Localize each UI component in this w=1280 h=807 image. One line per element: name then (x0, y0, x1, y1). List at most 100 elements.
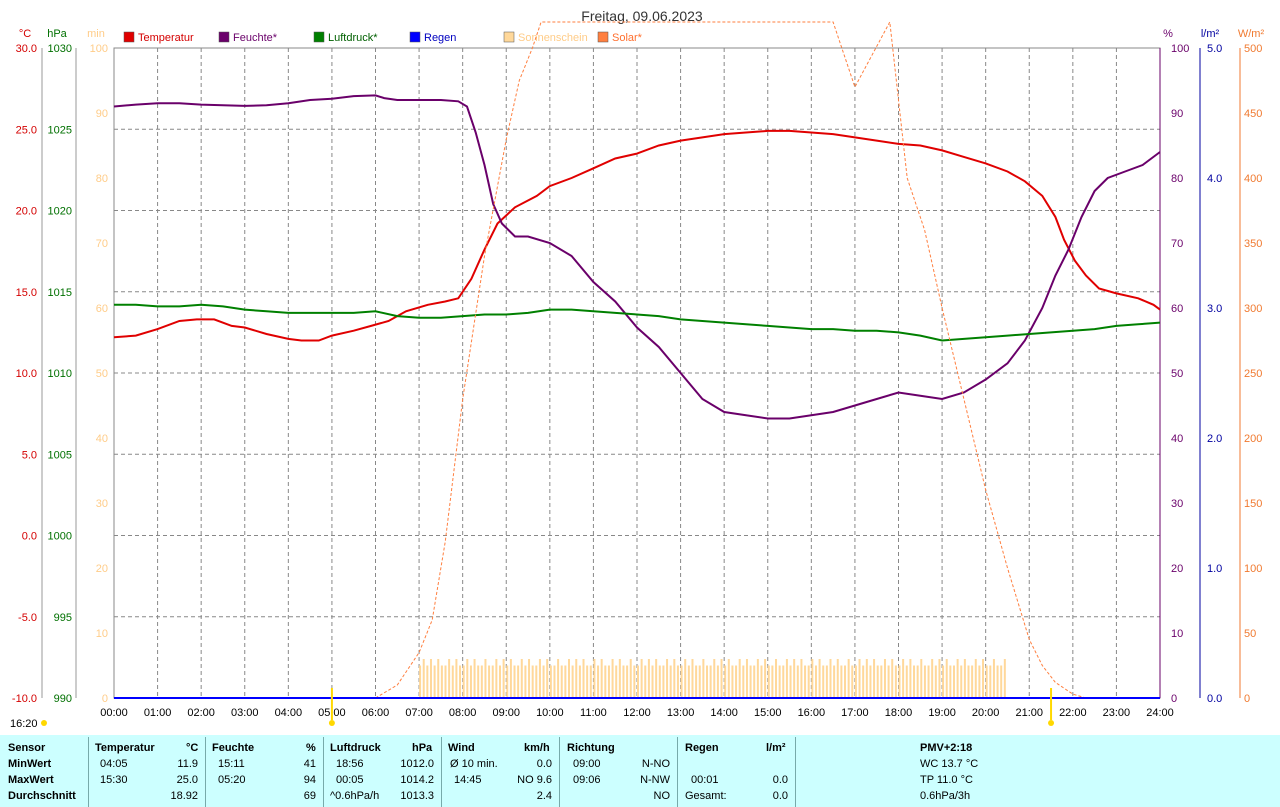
solar-tick: 250 (1244, 368, 1262, 380)
sunshine-bar (974, 659, 977, 698)
sunshine-bar (945, 659, 948, 698)
rain-r3-label: Gesamt: (685, 790, 727, 802)
sunshine-bar (902, 659, 905, 698)
sunshine-bar (829, 659, 832, 698)
sunshine-bar (676, 665, 679, 698)
sunshine-bar (858, 659, 861, 698)
sunshine-bar (764, 659, 767, 698)
chart-grid (113, 47, 1161, 699)
legend-label: Luftdruck* (328, 32, 378, 44)
sunshine-bar (891, 659, 894, 698)
sunshine-bar (775, 659, 778, 698)
sunshine-bar (952, 665, 955, 698)
wind-r1-label: Ø 10 min. (450, 758, 498, 770)
x-tick-label: 06:00 (362, 707, 390, 719)
x-tick-label: 08:00 (449, 707, 477, 719)
sunshine-bar (520, 659, 523, 698)
sunshine-bar (844, 665, 847, 698)
wind-r2: NO 9.6 (517, 774, 552, 786)
sunshine-bar (673, 659, 676, 698)
rain-r2: 0.0 (772, 774, 788, 786)
sunshine-bar (960, 665, 963, 698)
sunshine-bar (811, 659, 814, 698)
sunshine-bar (731, 665, 734, 698)
unit-pressure: hPa (412, 742, 433, 754)
sunshine-tick: 20 (96, 563, 108, 575)
sunshine-bar (626, 665, 629, 698)
sunshine-bar (706, 665, 709, 698)
sunshine-tick: 30 (96, 498, 108, 510)
series-line-luftdruck (114, 303, 1161, 342)
rain-tick: 2.0 (1207, 433, 1222, 445)
sunshine-bar (502, 659, 505, 698)
sunshine-bar (807, 665, 810, 698)
humidity-tick: 80 (1171, 173, 1183, 185)
sunshine-bar (553, 665, 556, 698)
sunshine-bar (909, 659, 912, 698)
sunshine-bar (833, 665, 836, 698)
hum-max-time: 05:20 (218, 774, 246, 786)
x-tick-label: 18:00 (885, 707, 913, 719)
temperature-tick: 20.0 (16, 206, 37, 218)
sunshine-bar (963, 659, 966, 698)
sunshine-bar (538, 659, 541, 698)
press-trend: ^0.6hPa/h (330, 790, 380, 802)
row-label-avg: Durchschnitt (8, 790, 76, 802)
sunshine-bar (629, 659, 632, 698)
sunshine-bar (655, 659, 658, 698)
legend-label: Feuchte* (233, 32, 278, 44)
sunshine-bar (680, 665, 683, 698)
sunshine-bar (571, 665, 574, 698)
sunshine-bar (448, 659, 451, 698)
legend-label: Regen (424, 32, 456, 44)
pressure-tick: 990 (54, 693, 72, 705)
sunshine-bar (695, 665, 698, 698)
sunshine-bar (488, 665, 491, 698)
sunshine-bar (684, 659, 687, 698)
sunshine-bar (589, 665, 592, 698)
legend-swatch (597, 31, 609, 43)
pmv-r3: 0.6hPa/3h (920, 790, 971, 802)
solar-tick: 150 (1244, 498, 1262, 510)
sunshine-bar (756, 659, 759, 698)
time-marker-dot (41, 720, 47, 726)
humidity-tick: 90 (1171, 108, 1183, 120)
legend-swatch (409, 31, 421, 43)
sunrise-dot (328, 720, 335, 726)
sunshine-bar (862, 665, 865, 698)
sunshine-bar (735, 665, 738, 698)
header-pmv: PMV+2:18 (920, 742, 973, 754)
sunshine-bar (814, 665, 817, 698)
time-label: 16:20 (10, 718, 38, 730)
sunshine-tick: 0 (102, 693, 108, 705)
pressure-unit: hPa (47, 28, 67, 40)
rain-r3: 0.0 (772, 790, 788, 802)
temperature-tick: 30.0 (16, 43, 37, 55)
sunshine-bar (480, 665, 483, 698)
sunshine-bar (785, 659, 788, 698)
temperature-tick: 25.0 (16, 124, 37, 136)
humidity-tick: 30 (1171, 498, 1183, 510)
humidity-tick: 70 (1171, 238, 1183, 250)
sunshine-bar (931, 659, 934, 698)
sunshine-bar (528, 659, 531, 698)
x-tick-label: 09:00 (492, 707, 520, 719)
temp-min-time: 04:05 (100, 758, 128, 770)
sunshine-bar (992, 659, 995, 698)
sunshine-bar (724, 665, 727, 698)
temperature-tick: -10.0 (12, 693, 37, 705)
header-pressure: Luftdruck (330, 742, 381, 754)
x-tick-label: 07:00 (405, 707, 433, 719)
sunshine-bar (894, 665, 897, 698)
weather-chart: Freitag, 09.06.2023 00:00 01:00 02:00 03:00… (12, 8, 1264, 726)
sunshine-tick: 100 (90, 43, 108, 55)
hum-min-time: 15:11 (218, 758, 245, 770)
sunshine-bar (927, 665, 930, 698)
sunshine-bar (513, 665, 516, 698)
x-tick-label: 22:00 (1059, 707, 1087, 719)
rain-tick: 4.0 (1207, 173, 1222, 185)
sunshine-tick: 10 (96, 628, 108, 640)
sunshine-bar (836, 659, 839, 698)
humidity-tick: 60 (1171, 303, 1183, 315)
x-tick-label: 02:00 (187, 707, 215, 719)
